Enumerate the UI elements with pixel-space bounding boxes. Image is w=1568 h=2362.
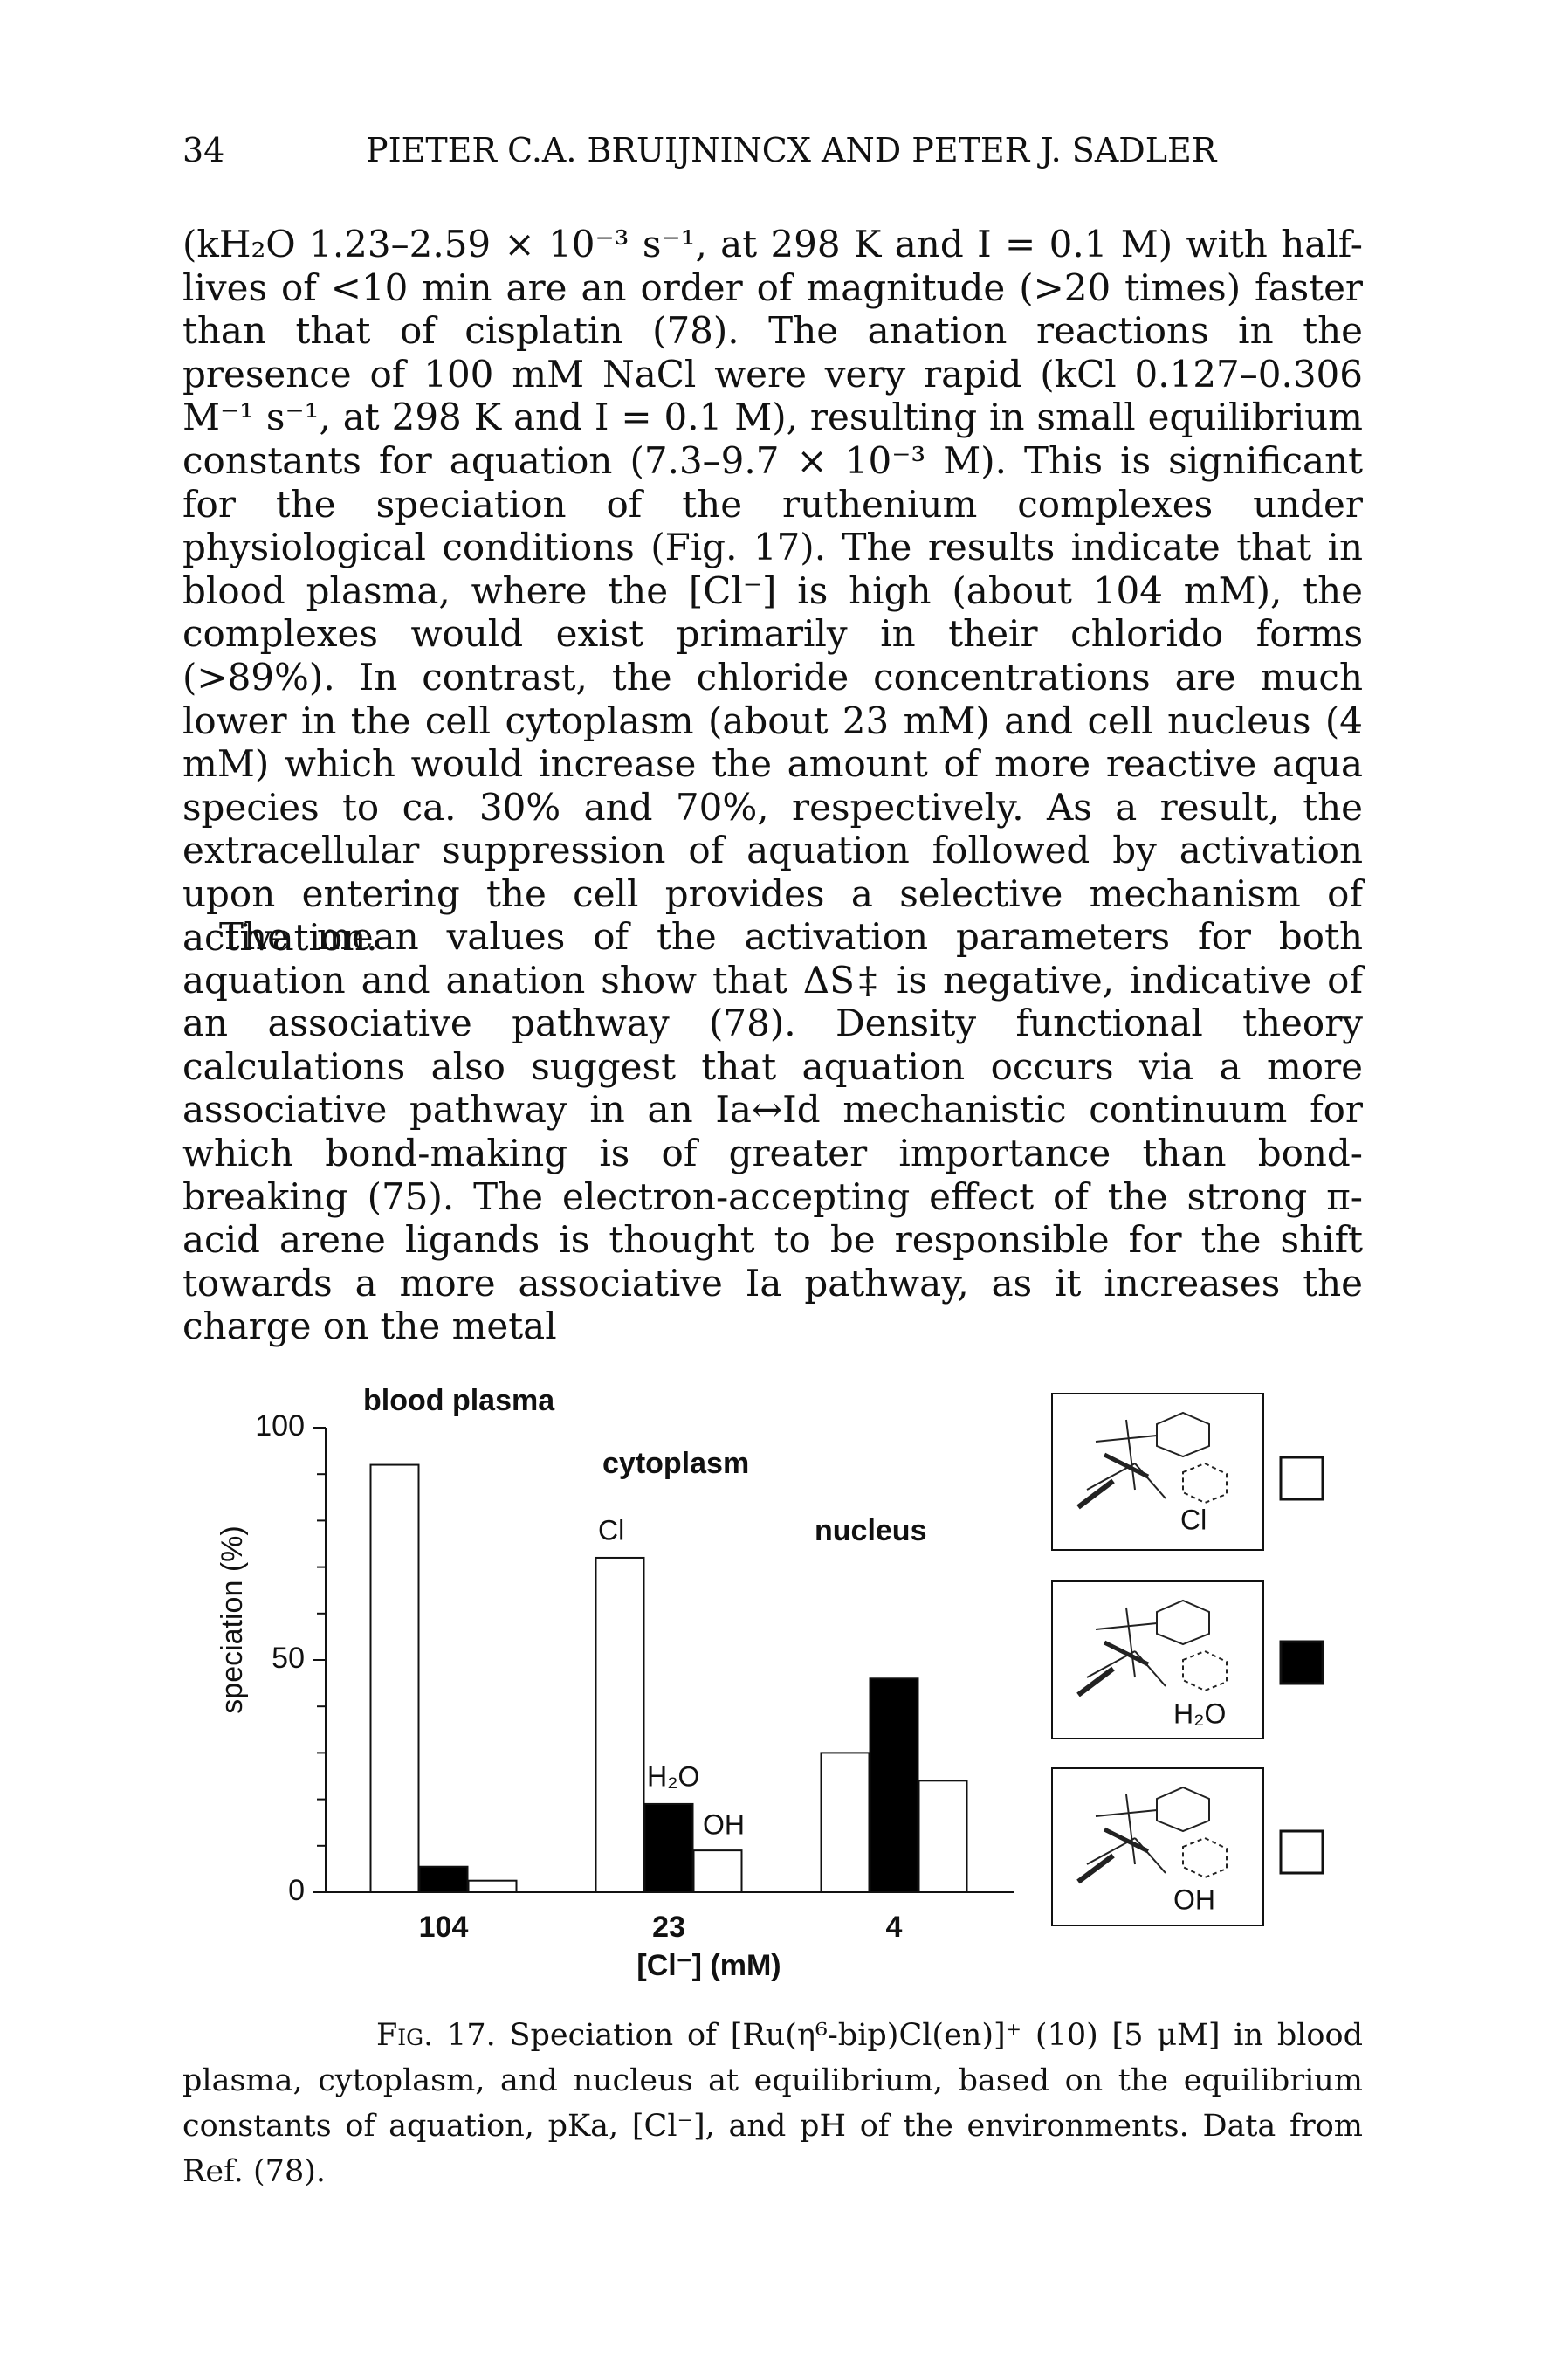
bar xyxy=(692,1849,743,1894)
bar xyxy=(418,1865,469,1893)
annotation: Cl xyxy=(598,1514,624,1546)
x-tick-label: 104 xyxy=(419,1911,469,1944)
bar xyxy=(369,1463,420,1894)
structure-box xyxy=(1051,1580,1264,1739)
structure-oh xyxy=(1078,1787,1227,1882)
x-tick-label: 23 xyxy=(652,1911,685,1944)
y-axis-label: speciation (%) xyxy=(216,1525,249,1713)
annotation: nucleus xyxy=(815,1514,926,1547)
bar xyxy=(918,1780,968,1893)
structure-box xyxy=(1051,1393,1264,1551)
annotation: H₂O xyxy=(647,1760,699,1792)
caption-label: Fig. 17. xyxy=(376,2018,496,2053)
legend-swatch xyxy=(1279,1640,1324,1685)
y-tick-label: 100 xyxy=(255,1409,305,1443)
legend-label: H₂O xyxy=(1173,1697,1226,1729)
structure-cl xyxy=(1078,1413,1227,1507)
paragraph: (kH₂O 1.23–2.59 × 10⁻³ s⁻¹, at 298 K and… xyxy=(182,223,1363,959)
bar xyxy=(869,1677,919,1894)
bar xyxy=(643,1802,694,1893)
x-tick-label: 4 xyxy=(886,1911,903,1944)
caption-text: Speciation of [Ru(η⁶-bip)Cl(en)]⁺ (10) [… xyxy=(182,2018,1363,2189)
caption: Fig. 17. Speciation of [Ru(η⁶-bip)Cl(en)… xyxy=(182,2013,1363,2194)
legend-label: OH xyxy=(1173,1883,1215,1915)
page-number: 34 xyxy=(182,131,225,169)
structure-panels xyxy=(1051,1393,1264,1926)
y-tick-label: 50 xyxy=(272,1642,305,1675)
y-tick-label: 0 xyxy=(288,1874,305,1907)
paragraph: The mean values of the activation parame… xyxy=(182,915,1363,1348)
running-head: PIETER C.A. BRUIJNINCX AND PETER J. SADL… xyxy=(366,131,1217,169)
structure-box xyxy=(1051,1767,1264,1926)
legend-swatch xyxy=(1279,1456,1324,1501)
legend-label: Cl xyxy=(1180,1504,1207,1535)
bar xyxy=(467,1879,518,1893)
bar xyxy=(820,1752,870,1894)
x-axis-label: [Cl⁻] (mM) xyxy=(636,1949,781,1982)
bar xyxy=(595,1556,645,1893)
annotation: cytoplasm xyxy=(602,1447,749,1480)
legend-swatch xyxy=(1279,1829,1324,1875)
annotation: OH xyxy=(703,1808,745,1840)
annotation: blood plasma xyxy=(363,1384,555,1417)
structure-h2o xyxy=(1078,1601,1227,1695)
